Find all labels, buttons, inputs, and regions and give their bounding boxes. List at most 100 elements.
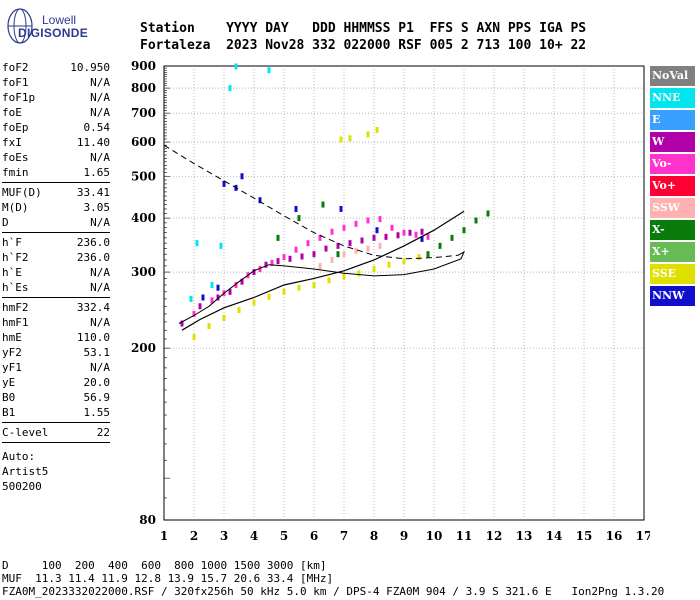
echo-point [306, 240, 310, 247]
param-label: h`Es [2, 281, 29, 294]
echo-point [234, 282, 238, 289]
echo-point [228, 85, 232, 92]
echo-point [195, 240, 199, 247]
param-label: foF1 [2, 76, 29, 89]
param-value: 10.950 [70, 61, 110, 74]
footer-distance-row: D 100 200 400 600 800 1000 1500 3000 [km… [2, 559, 327, 572]
param-separator [2, 297, 110, 298]
legend-item: Vo- [650, 154, 695, 176]
param-label: D [2, 216, 9, 229]
y-tick-label: 300 [131, 265, 156, 279]
param-value: 53.1 [83, 346, 111, 359]
x-tick-label: 11 [456, 529, 473, 543]
x-tick-label: 8 [370, 529, 378, 543]
param-row: h`F 236.0 [2, 235, 110, 250]
x-tick-label: 10 [426, 529, 443, 543]
legend-item: SSE [650, 264, 695, 286]
echo-point [192, 334, 196, 341]
param-label: foF2 [2, 61, 29, 74]
legend-item: SSW [650, 198, 695, 220]
legend: NoVal NNE E W Vo- Vo+ SSW X- X+ SSE NNW [650, 66, 695, 308]
echo-point [375, 126, 379, 133]
x-tick-label: 16 [606, 529, 623, 543]
param-row: foF1 N/A [2, 75, 110, 90]
echo-point [207, 323, 211, 330]
param-row: foEs N/A [2, 150, 110, 165]
echo-point [408, 229, 412, 236]
param-label: B1 [2, 406, 16, 419]
echo-point [294, 205, 298, 212]
x-tick-label: 12 [486, 529, 503, 543]
param-row: h`E N/A [2, 265, 110, 280]
autoscale-info: Auto: [2, 450, 36, 463]
param-label: foEp [2, 121, 29, 134]
echo-point [360, 237, 364, 244]
echo-point [192, 310, 196, 317]
param-row: foE N/A [2, 105, 110, 120]
footer-muf-row: MUF 11.3 11.4 11.9 12.8 13.9 15.7 20.6 3… [2, 572, 334, 585]
echo-point [357, 270, 361, 277]
logo-text-lowell: Lowell [42, 13, 77, 27]
param-value: 0.54 [83, 121, 111, 134]
y-tick-label: 900 [131, 59, 156, 73]
legend-item: NoVal [650, 66, 695, 88]
param-separator [2, 232, 110, 233]
echo-point [342, 224, 346, 231]
echo-point [312, 282, 316, 289]
digisonde-logo: Lowell DIGISONDE [4, 4, 88, 48]
x-tick-label: 15 [576, 529, 593, 543]
x-tick-label: 5 [280, 529, 288, 543]
param-value: 236.0 [76, 236, 110, 249]
param-separator [2, 182, 110, 183]
echo-point [222, 180, 226, 187]
param-row: M(D) 3.05 [2, 200, 110, 215]
echo-point [258, 197, 262, 204]
param-label: yF2 [2, 346, 22, 359]
echo-point [402, 229, 406, 236]
echo-point [414, 231, 418, 238]
echo-point [348, 135, 352, 142]
echo-point [198, 303, 202, 310]
param-label: h`E [2, 266, 22, 279]
param-row: hmF1 N/A [2, 315, 110, 330]
ionogram-plot: 1 2 3 4 5 6 7 8 9 10 11 12 13 14 15 16 17802003004005006… [131, 59, 650, 543]
param-row: foEp 0.54 [2, 120, 110, 135]
param-row: h`F2 236.0 [2, 250, 110, 265]
echo-point [342, 273, 346, 280]
echo-point [336, 242, 340, 249]
param-value: 332.4 [76, 301, 110, 314]
echo-point [234, 63, 238, 70]
echo-point [297, 284, 301, 291]
legend-item: Vo+ [650, 176, 695, 198]
param-value: 56.9 [83, 391, 111, 404]
param-row: B1 1.55 [2, 405, 110, 420]
param-value: N/A [90, 316, 110, 329]
param-label: fxI [2, 136, 22, 149]
echo-point [486, 210, 490, 217]
param-value: 236.0 [76, 251, 110, 264]
param-value: N/A [90, 281, 110, 294]
echo-point [252, 269, 256, 276]
echo-point [210, 297, 214, 304]
echo-point [210, 282, 214, 289]
param-row: hmE 110.0 [2, 330, 110, 345]
echo-point [378, 242, 382, 249]
plot-frame [163, 65, 645, 521]
echo-point [300, 253, 304, 260]
echo-point [384, 233, 388, 240]
legend-item: W [650, 132, 695, 154]
echo-point [354, 220, 358, 227]
x-tick-label: 7 [340, 529, 348, 543]
param-row: fxI 11.40 [2, 135, 110, 150]
echo-point [462, 227, 466, 234]
logo-graphic [7, 8, 33, 44]
y-tick-label: 500 [131, 169, 156, 183]
autoscale-info: 500200 [2, 480, 42, 493]
param-label: foEs [2, 151, 29, 164]
x-tick-label: 3 [220, 529, 228, 543]
echo-point [417, 254, 421, 261]
param-value: 1.55 [83, 406, 111, 419]
echo-point [420, 228, 424, 235]
echo-point [348, 240, 352, 247]
param-label: M(D) [2, 201, 29, 214]
